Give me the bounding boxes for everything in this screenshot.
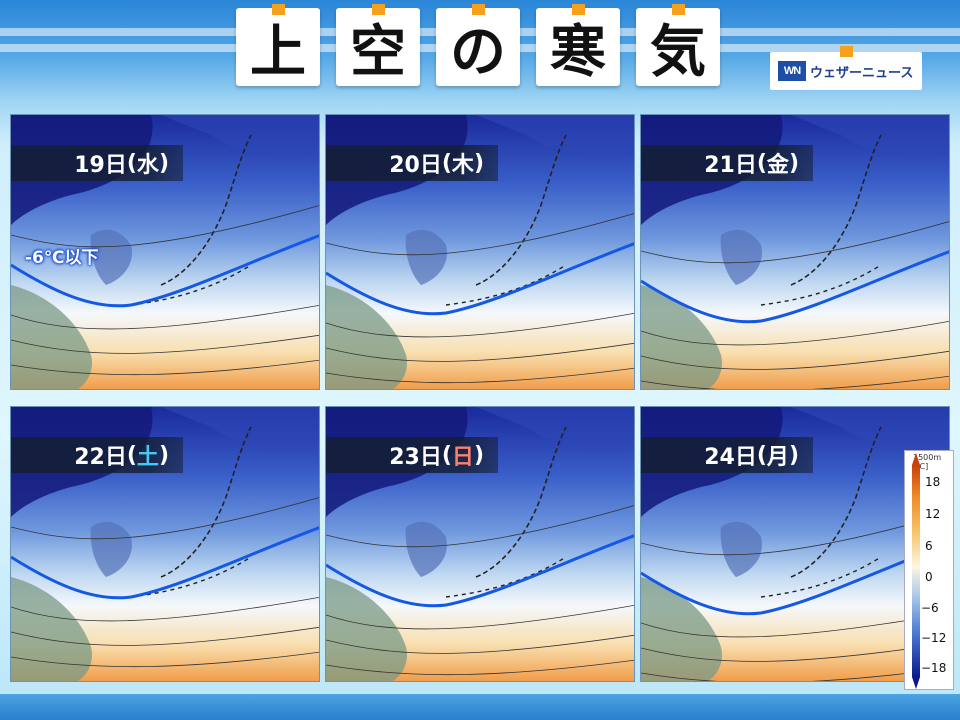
legend-colorbar [912, 453, 920, 689]
isotherm-annotation: -6℃以下 [25, 248, 99, 268]
legend-label: 6 [925, 539, 933, 553]
temperature-legend: 1500m [℃] 18 12 6 0 −6 −12 −18 [904, 450, 954, 690]
title-char: 上 [250, 19, 306, 85]
date-label: 24日(月) [641, 437, 813, 473]
title-char-box: 上 [236, 4, 320, 86]
date-label: 21日(金) [641, 145, 813, 181]
day-of-week: 土 [136, 445, 159, 470]
day-of-week: 金 [766, 153, 789, 178]
day-of-week: 水 [136, 153, 159, 178]
date-paren-open: ( [441, 150, 452, 176]
date-paren-close: ) [788, 442, 799, 468]
date-day: 19日 [74, 153, 127, 178]
date-paren-open: ( [126, 150, 137, 176]
legend-label: 12 [925, 507, 941, 521]
title-char: の [450, 19, 506, 85]
footer-bar [0, 694, 960, 720]
day-of-week: 木 [451, 153, 474, 178]
legend-label: 18 [925, 475, 941, 489]
legend-unit-degree: [℃] [913, 462, 929, 471]
map-panel: 20日(木) [325, 114, 635, 390]
date-paren-close: ) [788, 150, 799, 176]
date-day: 23日 [389, 445, 442, 470]
date-paren-close: ) [473, 150, 484, 176]
date-day: 24日 [704, 445, 757, 470]
date-label: 22日(土) [11, 437, 183, 473]
logo-mark: WN [778, 61, 806, 81]
legend-label: −12 [921, 631, 947, 645]
legend-unit-level: 1500m [913, 453, 942, 462]
title-char-box: 空 [336, 4, 420, 86]
day-of-week: 日 [451, 445, 474, 470]
date-day: 20日 [389, 153, 442, 178]
legend-label: −18 [921, 661, 947, 675]
legend-label: 0 [925, 570, 933, 584]
date-paren-open: ( [441, 442, 452, 468]
title-char-box: 気 [636, 4, 720, 86]
logo-text: ウェザーニュース [810, 65, 914, 81]
date-paren-close: ) [473, 442, 484, 468]
date-paren-close: ) [158, 442, 169, 468]
map-panel: 21日(金) [640, 114, 950, 390]
map-panel: 19日(水) -6℃以下 [10, 114, 320, 390]
date-day: 21日 [704, 153, 757, 178]
title-char-box: の [436, 4, 520, 86]
date-paren-open: ( [756, 150, 767, 176]
date-paren-close: ) [158, 150, 169, 176]
map-panel: 24日(月) [640, 406, 950, 682]
date-paren-open: ( [756, 442, 767, 468]
title-char: 空 [350, 19, 406, 85]
date-label: 23日(日) [326, 437, 498, 473]
date-paren-open: ( [126, 442, 137, 468]
day-of-week: 月 [766, 445, 789, 470]
title-char-box: 寒 [536, 4, 620, 86]
map-panel: 23日(日) [325, 406, 635, 682]
map-panel: 22日(土) [10, 406, 320, 682]
weathernews-logo: WN ウェザーニュース [770, 46, 922, 90]
date-label: 19日(水) [11, 145, 183, 181]
title-char: 寒 [550, 19, 606, 85]
legend-label: −6 [921, 601, 939, 615]
date-label: 20日(木) [326, 145, 498, 181]
legend-unit: 1500m [℃] [913, 453, 941, 471]
title-char: 気 [650, 19, 706, 85]
date-day: 22日 [74, 445, 127, 470]
